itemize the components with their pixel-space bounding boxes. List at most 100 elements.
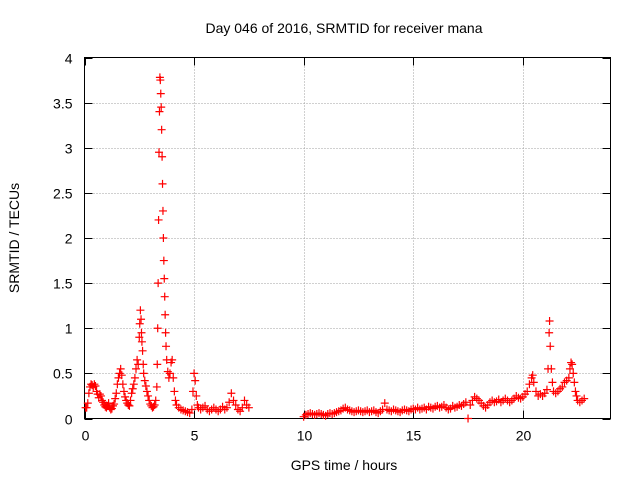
data-point: [569, 369, 578, 378]
data-point: [117, 371, 126, 380]
data-point: [158, 152, 167, 161]
data-point: [115, 369, 124, 378]
data-point: [160, 274, 169, 283]
x-tick-label: 5: [191, 428, 199, 444]
data-point: [121, 392, 130, 401]
data-point: [181, 407, 190, 416]
data-point: [155, 148, 164, 157]
data-point: [426, 403, 435, 412]
data-point: [301, 410, 310, 419]
data-point: [159, 234, 168, 242]
data-point: [144, 391, 153, 400]
data-point: [161, 328, 170, 337]
data-point: [132, 364, 141, 373]
data-point: [525, 380, 534, 389]
data-point: [236, 407, 245, 416]
data-point: [488, 396, 497, 405]
data-point: [501, 394, 510, 403]
data-point: [155, 107, 164, 116]
data-point: [153, 360, 162, 369]
x-tick-label: 15: [406, 428, 422, 444]
data-point: [332, 408, 341, 417]
data-point: [129, 380, 138, 389]
data-point: [546, 342, 555, 351]
data-point: [110, 400, 119, 409]
data-point: [108, 401, 117, 410]
data-point: [240, 396, 249, 405]
data-point: [470, 392, 479, 401]
data-point: [141, 382, 150, 391]
data-point: [163, 367, 172, 376]
data-point: [523, 387, 532, 396]
x-axis-label: GPS time / hours: [291, 457, 398, 473]
data-point: [156, 76, 165, 85]
data-point: [158, 206, 167, 215]
data-point: [154, 279, 163, 288]
data-point: [567, 358, 576, 367]
data-point: [84, 389, 93, 398]
data-point: [231, 400, 240, 409]
data-point: [154, 215, 163, 224]
data-point: [472, 394, 481, 403]
data-point: [461, 398, 470, 407]
data-point: [380, 399, 389, 408]
data-point: [130, 373, 139, 382]
data-point: [138, 346, 147, 355]
y-tick-label: 1: [65, 321, 73, 337]
data-point: [157, 103, 166, 112]
data-point: [505, 398, 514, 407]
data-point: [116, 364, 125, 373]
data-point: [457, 401, 466, 410]
data-point: [118, 380, 127, 389]
data-point: [191, 376, 200, 385]
data-point: [104, 399, 113, 408]
data-point: [128, 384, 137, 393]
data-point: [542, 385, 551, 394]
data-point: [560, 378, 569, 387]
data-point: [127, 389, 136, 398]
data-point: [169, 373, 178, 382]
data-point: [565, 364, 574, 373]
data-point: [139, 360, 148, 369]
data-point: [151, 396, 160, 405]
y-tick-label: 3: [65, 141, 73, 157]
data-point: [547, 364, 556, 373]
y-tick-label: 0: [65, 412, 73, 428]
data-point: [171, 396, 180, 405]
data-point: [464, 414, 473, 423]
y-tick-label: 3.5: [53, 96, 73, 112]
data-point: [156, 89, 165, 98]
data-point: [150, 400, 159, 409]
x-tick-label: 10: [297, 428, 313, 444]
data-point: [153, 324, 162, 333]
data-point: [571, 387, 580, 396]
data-point: [306, 409, 315, 418]
data-point: [529, 378, 538, 387]
data-point: [165, 369, 174, 378]
data-point: [119, 387, 128, 396]
y-tick-label: 4: [65, 51, 73, 67]
data-point: [137, 328, 146, 337]
data-point: [187, 405, 196, 414]
data-point: [548, 378, 557, 387]
data-point: [190, 369, 199, 378]
data-point: [91, 382, 100, 391]
data-point: [545, 328, 554, 337]
data-point: [354, 406, 363, 415]
data-point: [82, 403, 91, 412]
data-point: [545, 317, 554, 326]
data-point: [222, 403, 231, 412]
data-point: [160, 292, 169, 301]
data-point: [418, 404, 427, 413]
data-point: [214, 407, 223, 416]
data-point: [227, 389, 236, 398]
data-point: [159, 256, 168, 265]
data-series: [81, 73, 589, 423]
data-point: [168, 355, 177, 364]
data-point: [158, 179, 167, 188]
data-point: [229, 396, 238, 405]
data-point: [124, 400, 133, 409]
data-point: [551, 389, 560, 398]
chart-title: Day 046 of 2016, SRMTID for receiver man…: [205, 20, 482, 36]
x-tick-label: 0: [82, 428, 90, 444]
